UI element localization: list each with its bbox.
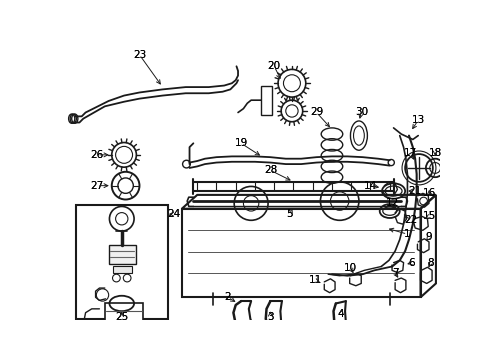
Text: 14: 14 [364, 181, 377, 191]
Text: 17: 17 [404, 148, 417, 158]
Text: 11: 11 [308, 275, 321, 285]
Text: 15: 15 [422, 211, 436, 221]
Text: 28: 28 [264, 165, 277, 175]
Text: 24: 24 [168, 209, 181, 219]
Text: 29: 29 [310, 108, 323, 117]
Text: 24: 24 [168, 209, 181, 219]
Text: 3: 3 [267, 311, 274, 321]
Text: 25: 25 [115, 311, 128, 321]
Bar [75, 205, 168, 319]
Text: 1: 1 [404, 229, 411, 239]
Text: 20: 20 [268, 61, 281, 71]
Text: 4: 4 [338, 309, 344, 319]
Text: 16: 16 [422, 188, 436, 198]
Text: 29: 29 [310, 108, 323, 117]
Text: 30: 30 [355, 108, 368, 117]
Text: 12: 12 [386, 198, 399, 208]
Text: 9: 9 [426, 232, 432, 242]
Bar [182, 209, 420, 297]
Text: 10: 10 [344, 263, 357, 273]
Text: 23: 23 [133, 50, 146, 60]
Text: 26: 26 [91, 150, 104, 160]
Text: 14: 14 [364, 181, 377, 191]
Bar [105, 303, 143, 327]
Text: 30: 30 [355, 108, 368, 117]
Text: 17: 17 [404, 148, 417, 158]
Text: 5: 5 [286, 209, 293, 219]
Text: 21: 21 [409, 186, 422, 196]
Text: 2: 2 [225, 292, 231, 302]
Text: 9: 9 [426, 232, 432, 242]
Text: 6: 6 [409, 258, 416, 267]
Text: 13: 13 [412, 115, 425, 125]
Text: 10: 10 [344, 263, 357, 273]
Text: 7: 7 [392, 268, 398, 278]
Text: 8: 8 [427, 258, 434, 267]
Text: 18: 18 [429, 148, 442, 158]
Text: 19: 19 [235, 138, 248, 148]
Text: 23: 23 [133, 50, 146, 60]
Text: 20: 20 [268, 61, 281, 71]
Text: 25: 25 [115, 311, 128, 321]
Text: 3: 3 [267, 311, 274, 321]
Bar [109, 245, 136, 264]
Text: 5: 5 [286, 209, 293, 219]
Bar [113, 266, 132, 273]
Text: 8: 8 [427, 258, 434, 267]
Text: 1: 1 [404, 229, 411, 239]
Text: 28: 28 [264, 165, 277, 175]
Text: 22: 22 [405, 215, 418, 225]
Text: 18: 18 [429, 148, 442, 158]
Text: 19: 19 [235, 138, 248, 148]
Text: 21: 21 [409, 186, 422, 196]
Text: 7: 7 [392, 268, 398, 278]
Text: 15: 15 [422, 211, 436, 221]
Text: 13: 13 [412, 115, 425, 125]
Bar [261, 86, 272, 115]
Text: 26: 26 [91, 150, 104, 160]
Text: 4: 4 [338, 309, 344, 319]
Text: 6: 6 [409, 258, 416, 267]
Text: 11: 11 [308, 275, 321, 285]
Text: 16: 16 [422, 188, 436, 198]
Text: 22: 22 [405, 215, 418, 225]
Text: 27: 27 [91, 181, 104, 191]
Text: 2: 2 [225, 292, 231, 302]
Text: 27: 27 [91, 181, 104, 191]
Text: 12: 12 [386, 198, 399, 208]
